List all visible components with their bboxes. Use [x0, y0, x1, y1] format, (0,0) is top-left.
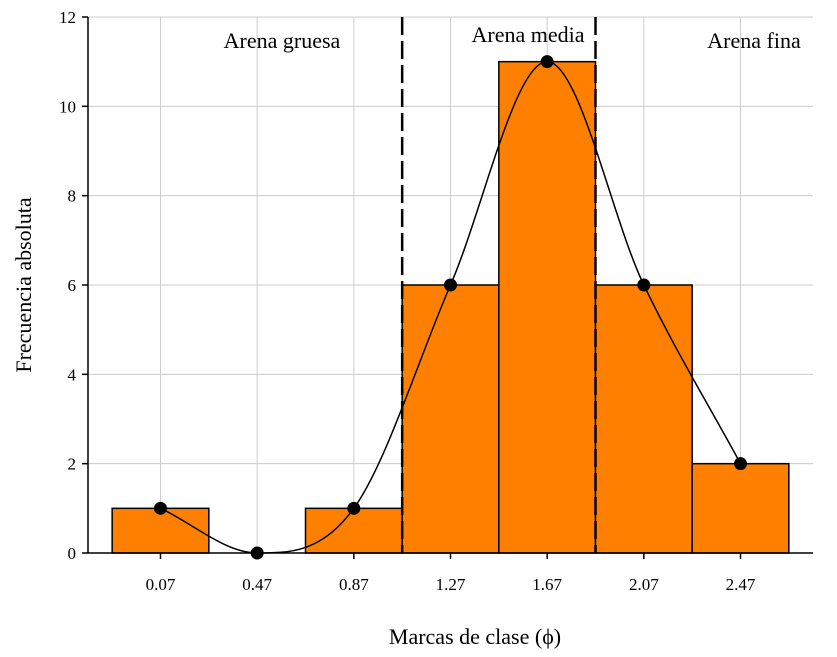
data-point-2.07 [637, 278, 651, 292]
y-tick-labels: 0 2 4 6 8 10 12 [59, 8, 77, 563]
bar-1.67 [498, 60, 597, 554]
x-tick-label-2.47: 2.47 [726, 575, 756, 594]
y-tick-label-2: 2 [68, 455, 77, 474]
x-tick-labels: 0.07 0.47 0.87 1.27 1.67 2.07 2.47 [146, 575, 756, 594]
data-point-0.07 [154, 501, 167, 515]
bar-1.27 [401, 284, 500, 554]
region-dividers [400, 17, 597, 553]
bar-2.47 [691, 462, 790, 554]
y-tick-label-6: 6 [68, 276, 77, 295]
data-point-0.87 [347, 501, 361, 515]
data-point-1.27 [444, 278, 457, 292]
x-tick-label-1.27: 1.27 [436, 575, 466, 594]
y-axis-title: Frecuencia absoluta [11, 197, 36, 373]
y-tick-label-0: 0 [68, 544, 77, 563]
bars [111, 60, 790, 554]
y-tick-label-8: 8 [68, 187, 77, 206]
data-point-2.47 [734, 457, 747, 471]
bar-2.07 [594, 284, 693, 554]
x-axis-title: Marcas de clase (ϕ) [389, 624, 561, 649]
region-label-coarse: Arena gruesa [224, 28, 341, 53]
y-tick-label-10: 10 [59, 97, 76, 116]
bar-0.87 [304, 507, 403, 554]
x-tick-label-1.67: 1.67 [532, 575, 562, 594]
x-tick-label-0.47: 0.47 [242, 575, 272, 594]
x-tick-label-2.07: 2.07 [629, 575, 659, 594]
x-tick-label-0.07: 0.07 [146, 575, 176, 594]
x-tick-label-0.87: 0.87 [339, 575, 369, 594]
region-label-fine: Arena fina [707, 28, 801, 53]
y-tick-label-4: 4 [68, 365, 77, 384]
y-tick-label-12: 12 [59, 8, 76, 27]
bar-0.07 [111, 507, 210, 554]
data-point-1.67 [540, 55, 554, 69]
axes [82, 16, 813, 559]
region-label-medium: Arena media [472, 22, 585, 47]
